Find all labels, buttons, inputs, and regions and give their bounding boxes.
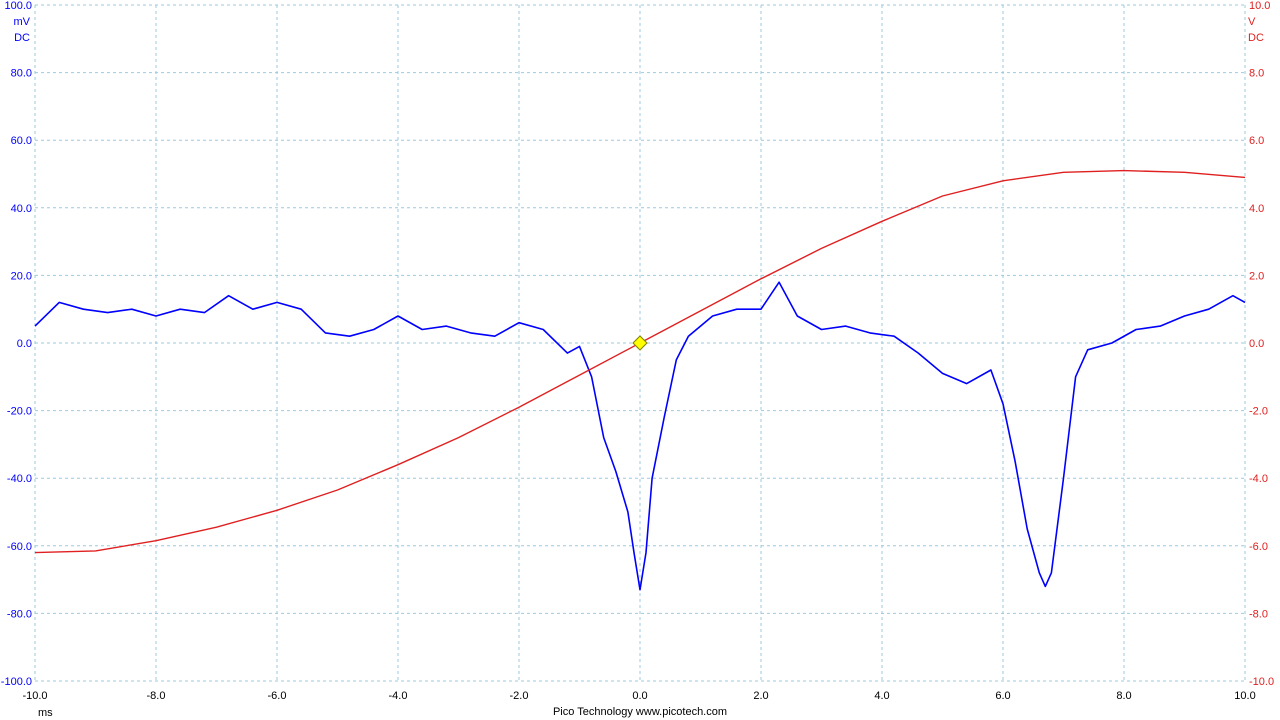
right-tick-label: -2.0 xyxy=(1249,406,1268,418)
right-tick-label: -6.0 xyxy=(1249,541,1268,553)
left-tick-label: -20.0 xyxy=(7,406,32,418)
x-tick-label: -8.0 xyxy=(147,690,166,702)
trigger-marker-icon[interactable] xyxy=(632,335,648,351)
right-axis-coupling: DC xyxy=(1248,32,1264,44)
left-tick-label: 80.0 xyxy=(11,68,32,80)
left-tick-label: 20.0 xyxy=(11,270,32,282)
left-tick-label: -80.0 xyxy=(7,608,32,620)
right-tick-label: -8.0 xyxy=(1249,608,1268,620)
x-tick-label: 2.0 xyxy=(753,690,768,702)
x-tick-label: -6.0 xyxy=(268,690,287,702)
left-tick-label: -40.0 xyxy=(7,473,32,485)
x-tick-label: -10.0 xyxy=(22,690,47,702)
left-tick-label: 60.0 xyxy=(11,135,32,147)
grid xyxy=(34,4,1246,682)
right-tick-label: -4.0 xyxy=(1249,473,1268,485)
right-tick-label: 4.0 xyxy=(1249,203,1264,215)
left-axis-ticks: 100.0 80.0 60.0 40.0 20.0 0.0 -20.0 -40.0 -60.0 -… xyxy=(1,0,32,688)
left-axis-unit: mV xyxy=(14,16,31,28)
left-tick-label: 0.0 xyxy=(17,338,32,350)
x-tick-label: 0.0 xyxy=(632,690,647,702)
x-tick-label: -2.0 xyxy=(510,690,529,702)
left-axis-coupling: DC xyxy=(14,32,30,44)
left-tick-label: -100.0 xyxy=(1,676,32,688)
x-tick-label: 4.0 xyxy=(874,690,889,702)
x-tick-label: 10.0 xyxy=(1234,690,1255,702)
right-axis-unit: V xyxy=(1248,16,1256,28)
footer-branding: Pico Technology www.picotech.com xyxy=(553,706,727,718)
right-tick-label: -10.0 xyxy=(1249,676,1274,688)
trigger-layer xyxy=(632,335,648,351)
right-tick-label: 2.0 xyxy=(1249,270,1264,282)
left-tick-label: 40.0 xyxy=(11,203,32,215)
x-tick-label: 6.0 xyxy=(995,690,1010,702)
right-tick-label: 0.0 xyxy=(1249,338,1264,350)
x-tick-label: -4.0 xyxy=(389,690,408,702)
right-tick-label: 10.0 xyxy=(1249,0,1270,12)
x-axis-unit: ms xyxy=(38,707,53,719)
millivolt-trace-blue xyxy=(34,281,1246,591)
right-tick-label: 6.0 xyxy=(1249,135,1264,147)
left-tick-label: 100.0 xyxy=(4,0,32,12)
left-tick-label: -60.0 xyxy=(7,541,32,553)
x-tick-label: 8.0 xyxy=(1116,690,1131,702)
right-axis-ticks: 10.0 8.0 6.0 4.0 2.0 0.0 -2.0 -4.0 -6.0 -8.0 -10.0 xyxy=(1249,0,1274,688)
x-axis-ticks: -10.0 -8.0 -6.0 -4.0 -2.0 0.0 2.0 4.0 6.0 8.0 10.0 xyxy=(22,690,1255,702)
right-tick-label: 8.0 xyxy=(1249,68,1264,80)
